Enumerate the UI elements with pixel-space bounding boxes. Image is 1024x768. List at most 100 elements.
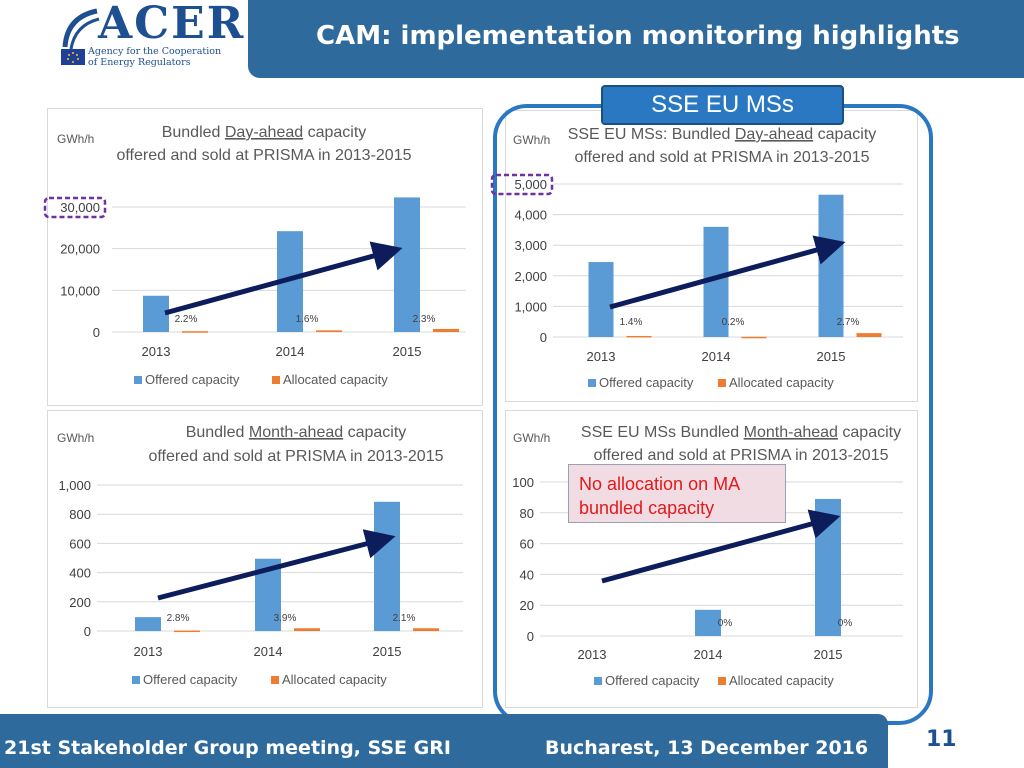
- ma-eu-xtick-label-2015: 2015: [373, 644, 402, 659]
- ma-eu-legend-swatch-1: [271, 676, 279, 684]
- da-sse-ytick-label: 2,000: [514, 269, 547, 284]
- ma-eu-bar-offered-2013: [135, 617, 161, 631]
- ma-sse-trend-arrow: [601, 509, 841, 584]
- ma-sse-legend-label-1: Allocated capacity: [729, 673, 834, 688]
- ma-sse-xtick-label-2015: 2015: [814, 647, 843, 662]
- da-sse-bar-offered-2013: [588, 262, 614, 337]
- da-sse-xtick-label-2015: 2015: [817, 349, 846, 364]
- da-eu-chart-title-part: Day-ahead: [225, 124, 303, 141]
- ma-eu-chart-title-line1: Bundled Month-ahead capacity: [186, 424, 407, 441]
- da-sse-legend-label-1: Allocated capacity: [729, 375, 834, 390]
- ma-sse-chart-title-line2: offered and sold at PRISMA in 2013-2015: [593, 447, 888, 464]
- ma-eu-xtick-label-2014: 2014: [254, 644, 283, 659]
- ma-eu-ytick-label: 800: [69, 507, 91, 522]
- ma-sse-ytick-label: 40: [520, 567, 534, 582]
- ma-sse-chart-title-part: SSE EU MSs Bundled: [581, 424, 744, 441]
- da-sse-chart-title-line2: offered and sold at PRISMA in 2013-2015: [574, 149, 869, 166]
- ma-eu-xtick-label-2013: 2013: [134, 644, 163, 659]
- da-sse-bar-allocated-2013: [626, 335, 652, 338]
- da-eu-bar-offered-2015: [394, 197, 420, 332]
- da-sse-chart-title-line1: SSE EU MSs: Bundled Day-ahead capacity: [568, 126, 877, 143]
- acer-logo: [55, 5, 215, 67]
- da-eu-highlighted-tick-box: [43, 196, 107, 219]
- da-eu-legend-label-1: Allocated capacity: [283, 372, 388, 387]
- da-eu-bar-offered-2013: [143, 295, 169, 332]
- logo-subtitle-line1: Agency for the Cooperation: [88, 46, 222, 57]
- ma-eu-ytick-label: 200: [69, 595, 91, 610]
- da-eu-ytick-label: 30,000: [60, 200, 100, 215]
- da-eu-legend-label-0: Offered capacity: [145, 372, 240, 387]
- ma-eu-chart-title-part: capacity: [343, 424, 406, 441]
- ma-eu-ylabel: GWh/h: [57, 431, 94, 445]
- da-sse-bar-allocated-2014: [741, 336, 767, 339]
- sse-label: SSE EU MSs: [601, 85, 844, 125]
- ma-sse-xtick-label-2014: 2014: [694, 647, 723, 662]
- da-eu-bar-allocated-2013: [182, 331, 208, 333]
- da-sse-legend-swatch-1: [718, 379, 726, 387]
- da-eu-xtick-label-2014: 2014: [276, 344, 305, 359]
- ma-eu-chart-title-part: Bundled: [186, 424, 249, 441]
- da-sse-bar-allocated-2015: [856, 333, 882, 337]
- chart-panel-month-ahead-sse: [505, 410, 918, 708]
- no-allocation-note: No allocation on MA bundled capacity: [568, 464, 786, 523]
- da-eu-data-label-2013: 2.2%: [175, 314, 198, 325]
- da-sse-legend-swatch-0: [588, 379, 596, 387]
- da-sse-ylabel: GWh/h: [513, 133, 550, 147]
- slide-title: CAM: implementation monitoring highlight…: [316, 21, 960, 51]
- ma-eu-ytick-label: 1,000: [58, 478, 91, 493]
- page-number: 11: [926, 727, 957, 752]
- ma-sse-legend-label-0: Offered capacity: [605, 673, 700, 688]
- da-sse-ytick-label: 5,000: [514, 177, 547, 192]
- ma-sse-ytick-label: 100: [512, 475, 534, 490]
- da-eu-chart-title-line2: offered and sold at PRISMA in 2013-2015: [116, 147, 411, 164]
- da-eu-xtick-label-2015: 2015: [393, 344, 422, 359]
- footer-bar: 21st Stakeholder Group meeting, SSE GRI …: [0, 714, 888, 768]
- da-eu-data-label-2014: 1.6%: [296, 314, 319, 325]
- eu-flag-icon: [61, 8, 100, 65]
- ma-eu-data-label-2015: 2.1%: [393, 613, 416, 624]
- da-eu-ytick-label: 0: [93, 325, 100, 340]
- ma-eu-trend-arrow: [157, 529, 396, 601]
- da-eu-ytick-label: 20,000: [60, 242, 100, 257]
- ma-eu-legend-swatch-0: [132, 676, 140, 684]
- da-sse-chart-title-part: SSE EU MSs: Bundled: [568, 126, 735, 143]
- da-eu-chart-title-part: capacity: [303, 124, 366, 141]
- ma-sse-xtick-label-2013: 2013: [578, 647, 607, 662]
- da-eu-bar-allocated-2014: [316, 330, 342, 332]
- ma-eu-ytick-label: 0: [84, 624, 91, 639]
- ma-sse-ytick-label: 60: [520, 537, 534, 552]
- logo-subtitle-line2: of Energy Regulators: [88, 57, 191, 68]
- ma-sse-legend-swatch-0: [594, 677, 602, 685]
- footer-meeting: 21st Stakeholder Group meeting, SSE GRI: [4, 737, 451, 759]
- da-eu-legend-swatch-0: [134, 376, 142, 384]
- ma-sse-bar-offered-2014: [695, 609, 721, 636]
- da-sse-data-label-2013: 1.4%: [620, 317, 643, 328]
- da-sse-ytick-label: 0: [540, 330, 547, 345]
- ma-eu-bar-offered-2015: [374, 501, 400, 631]
- ma-eu-bar-allocated-2014: [294, 628, 320, 631]
- ma-eu-data-label-2013: 2.8%: [167, 613, 190, 624]
- da-eu-ylabel: GWh/h: [57, 132, 94, 146]
- da-eu-chart-title-part: Bundled: [162, 124, 225, 141]
- da-sse-legend-label-0: Offered capacity: [599, 375, 694, 390]
- ma-sse-data-label-2014: 0%: [718, 618, 733, 629]
- da-eu-xtick-label-2013: 2013: [142, 344, 171, 359]
- da-eu-legend-swatch-1: [272, 376, 280, 384]
- da-eu-bar-allocated-2015: [433, 328, 459, 332]
- logo-name: ACER: [98, 0, 246, 49]
- ma-sse-chart-title-part: capacity: [838, 424, 901, 441]
- da-eu-data-label-2015: 2.3%: [413, 314, 436, 325]
- ma-sse-ylabel: GWh/h: [513, 431, 550, 445]
- ma-eu-chart-title-line2: offered and sold at PRISMA in 2013-2015: [148, 448, 443, 465]
- ma-eu-legend-label-0: Offered capacity: [143, 672, 238, 687]
- da-sse-data-label-2015: 2.7%: [837, 317, 860, 328]
- da-sse-xtick-label-2014: 2014: [702, 349, 731, 364]
- title-bar: CAM: implementation monitoring highlight…: [248, 0, 1024, 78]
- ma-sse-chart-title-part: Month-ahead: [744, 424, 838, 441]
- da-eu-ytick-label: 10,000: [60, 283, 100, 298]
- ma-sse-legend-swatch-1: [718, 677, 726, 685]
- ma-sse-ytick-label: 80: [520, 506, 534, 521]
- ma-eu-legend-label-1: Allocated capacity: [282, 672, 387, 687]
- footer-location-date: Bucharest, 13 December 2016: [545, 737, 869, 759]
